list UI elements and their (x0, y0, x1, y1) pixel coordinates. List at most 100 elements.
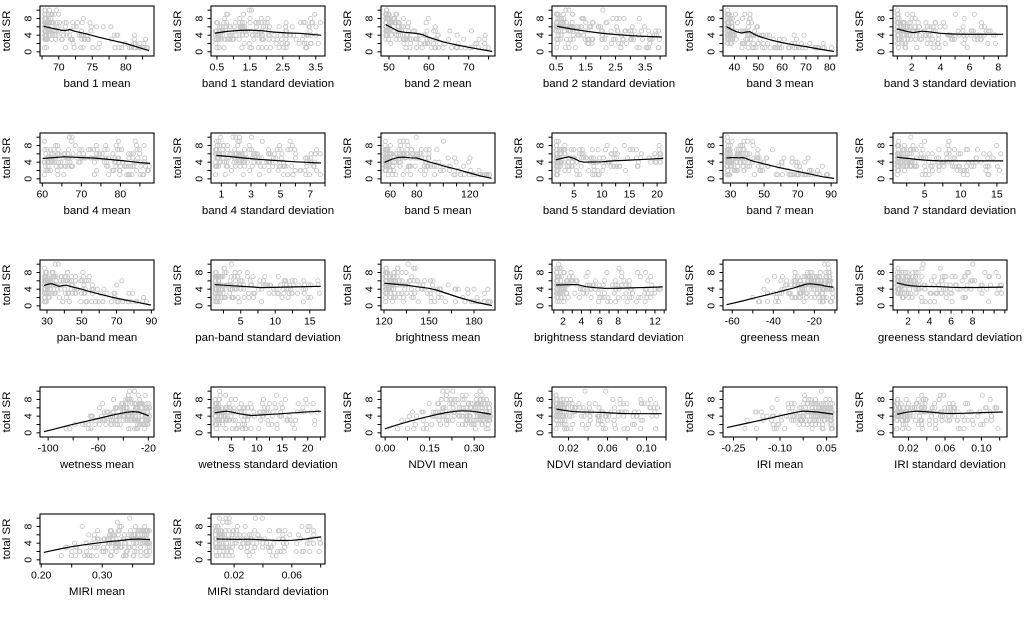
x-tick-label: 3 (248, 189, 254, 200)
trend-line (725, 26, 834, 53)
y-axis: 0 4 8 total SR (513, 263, 552, 309)
x-axis-label: wetness standard deviation (197, 459, 337, 471)
plot-iri-mean: -0.25 -0.10 0.05 IRI mean 0 4 8 total SR (683, 381, 854, 508)
x-tick-label: 50 (752, 62, 764, 73)
x-tick-label: 4 (578, 316, 584, 327)
x-axis-label: band 7 standard deviation (884, 205, 1016, 217)
y-tick-label: 8 (706, 15, 717, 21)
x-tick-label: -0.10 (768, 443, 792, 454)
x-axis-label: band 4 standard deviation (202, 205, 334, 217)
plot-box (722, 5, 838, 57)
x-tick-label: 2 (906, 316, 912, 327)
x-axis: 0.02 0.06 0.10 NDVI standard deviation (547, 437, 671, 471)
y-tick-label: 8 (365, 396, 376, 402)
x-axis-label: band 1 mean (63, 78, 130, 90)
x-tick-label: 7 (307, 189, 313, 200)
plot-box (39, 386, 155, 438)
y-axis: 0 4 8 total SR (684, 390, 723, 436)
y-tick-label: 0 (365, 49, 376, 55)
y-tick-label: 4 (877, 159, 888, 165)
y-tick-label: 8 (194, 15, 205, 21)
plot-box (380, 386, 496, 438)
x-tick-label: 15 (276, 443, 288, 454)
y-axis: 0 4 8 total SR (1, 390, 40, 436)
trend-line (384, 410, 492, 430)
plot-svg: 50 60 70 band 2 mean 0 4 8 total SR (342, 5, 496, 90)
x-axis-label: MIRI standard deviation (207, 586, 328, 598)
y-tick-label: 4 (194, 159, 205, 165)
trend-line (726, 283, 834, 306)
x-tick-label: 50 (758, 189, 770, 200)
scatter-points (212, 134, 323, 178)
y-tick-label: 0 (194, 176, 205, 182)
y-tick-label: 8 (365, 269, 376, 275)
scatter-points (895, 7, 999, 51)
plot-svg: 120 150 180 brightness mean 0 4 8 total SR (342, 259, 496, 344)
y-axis-label: total SR (1, 519, 13, 560)
x-axis: 0.20 0.30 MIRI mean (31, 564, 134, 598)
plot-box (722, 259, 838, 311)
y-axis: 0 4 8 total SR (513, 9, 552, 55)
x-axis-label: band 3 standard deviation (884, 78, 1016, 90)
scatter-points (724, 134, 831, 178)
plot-box (892, 259, 1008, 311)
y-axis-label: total SR (342, 392, 354, 433)
x-tick-label: 4 (938, 62, 944, 73)
y-tick-label: 4 (535, 32, 546, 38)
y-tick-label: 0 (877, 176, 888, 182)
scatter-points (42, 7, 151, 51)
y-axis: 0 4 8 total SR (854, 9, 894, 55)
plot-band-5-standard-deviation: 5 10 15 20 band 5 standard deviation 0 4 8 total… (512, 127, 683, 254)
y-axis: 0 4 8 total SR (172, 9, 211, 55)
scatter-points (395, 388, 494, 432)
x-tick-label: 6 (949, 316, 955, 327)
y-tick-label: 8 (23, 396, 34, 402)
x-axis: 1 3 5 7 band 4 standard deviation (202, 183, 334, 217)
plot-svg: 0.00 0.15 0.30 NDVI mean 0 4 8 total SR (342, 386, 496, 471)
x-axis: 2 4 6 8 12 brightness standard deviation (534, 310, 683, 344)
plot-box (892, 386, 1008, 438)
plot-svg: 0.5 1.5 2.5 3.5 band 2 standard deviation 0 4 8… (513, 5, 675, 90)
plot-box (551, 386, 667, 438)
plot-svg: 0.20 0.30 MIRI mean 0 4 8 total SR (1, 513, 155, 598)
y-tick-label: 4 (194, 540, 205, 546)
trend-line (384, 156, 492, 179)
plot-box (722, 132, 838, 184)
plot-svg: 5 10 15 pan-band standard deviation 0 4 8 total… (172, 259, 340, 344)
plot-box (39, 513, 155, 565)
x-axis: 0.5 1.5 2.5 3.5 band 1 standard deviation (202, 56, 334, 90)
x-tick-label: 0.06 (597, 443, 618, 454)
x-tick-label: 0.30 (92, 570, 113, 581)
y-tick-label: 0 (877, 430, 888, 436)
plot-box (39, 259, 155, 311)
plot-box (210, 5, 326, 57)
x-tick-label: 0.20 (31, 570, 52, 581)
plot-pan-band-mean: 30 50 70 90 pan-band mean 0 4 8 total SR (0, 254, 171, 381)
x-tick-label: 0.5 (549, 62, 564, 73)
y-tick-label: 0 (194, 303, 205, 309)
y-tick-label: 0 (535, 176, 546, 182)
x-tick-label: 50 (383, 62, 395, 73)
x-axis-label: brightness standard deviation (534, 332, 683, 344)
scatter-points (41, 261, 149, 305)
y-tick-label: 0 (706, 303, 717, 309)
y-axis: 0 4 8 total SR (342, 9, 382, 55)
y-tick-label: 0 (535, 430, 546, 436)
y-tick-label: 0 (535, 303, 546, 309)
x-axis: 5 10 15 pan-band standard deviation (195, 310, 340, 344)
y-tick-label: 4 (706, 286, 717, 292)
x-axis: 2 4 6 8 band 3 standard deviation (884, 56, 1016, 90)
scatter-points (212, 515, 323, 559)
plot-svg: -100 -60 -20 wetness mean 0 4 8 total SR (1, 386, 156, 471)
y-tick-label: 0 (23, 557, 34, 563)
x-tick-label: 30 (41, 316, 53, 327)
y-tick-label: 0 (706, 49, 717, 55)
x-tick-label: 120 (376, 316, 394, 327)
plot-svg: 0.02 0.06 0.10 IRI standard deviation 0 4 8 tot… (854, 386, 1008, 471)
plot-miri-standard-deviation: 0.02 0.06 MIRI standard deviation 0 4 8 total … (171, 508, 342, 635)
x-tick-label: 1.5 (579, 62, 594, 73)
y-tick-label: 4 (23, 286, 34, 292)
x-tick-label: -20 (141, 443, 156, 454)
trend-line (43, 25, 150, 52)
